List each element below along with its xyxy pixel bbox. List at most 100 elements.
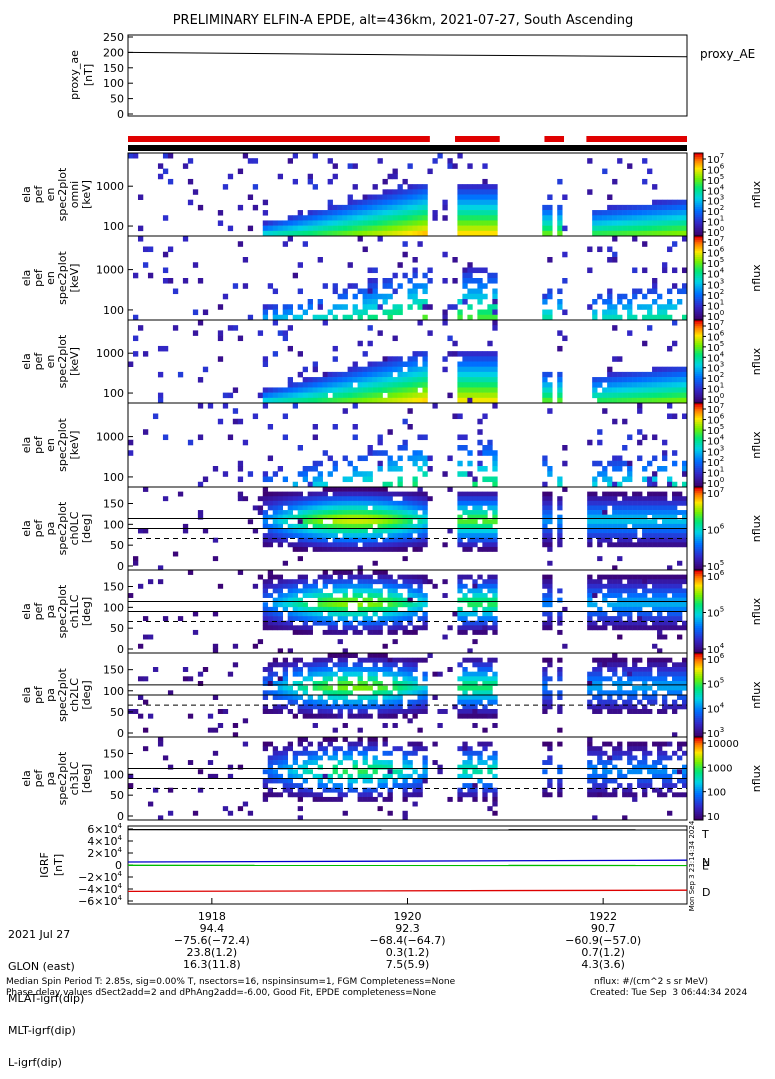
spectrogram-cell	[612, 257, 617, 263]
spectrogram-cell	[333, 424, 338, 430]
spectrogram-cell	[238, 419, 243, 425]
spectrogram-cell	[457, 612, 462, 617]
spectrogram-cell	[602, 533, 607, 538]
spectrogram-cell	[642, 466, 647, 472]
spectrogram-cell	[388, 811, 393, 816]
spectrogram-cell	[617, 533, 622, 538]
spectrogram-cell	[417, 709, 422, 714]
spectrogram-cell	[587, 625, 592, 630]
spectrogram-cell	[602, 584, 607, 589]
spectrogram-cell	[213, 644, 218, 649]
spectrogram-cell	[452, 257, 457, 263]
spectrogram-cell	[278, 533, 283, 538]
spectrogram-cell	[393, 769, 398, 774]
spectrogram-cell	[662, 205, 667, 210]
spectrogram-cell	[482, 579, 487, 584]
spectrogram-cell	[338, 797, 343, 802]
spectrogram-cell	[333, 755, 338, 760]
spectrogram-cell	[637, 387, 642, 392]
spectrogram-cell	[323, 215, 328, 220]
spectrogram-cell	[592, 612, 597, 617]
spectrogram-cell	[647, 612, 652, 617]
spectrogram-cell	[193, 262, 198, 268]
spectrogram-cell	[378, 461, 383, 467]
spectrogram-cell	[607, 519, 612, 524]
spectrogram-cell	[378, 658, 383, 663]
spectrogram-cell	[408, 200, 413, 205]
spectrogram-cell	[403, 783, 408, 788]
spectrogram-cell	[647, 588, 652, 593]
spectrogram-cell	[288, 588, 293, 593]
spectrogram-cell	[487, 220, 492, 225]
spectrogram-cell	[363, 533, 368, 538]
spectrogram-cell	[408, 362, 413, 367]
spectrogram-cell	[602, 662, 607, 667]
spectrogram-cell	[208, 760, 213, 765]
spectrogram-cell	[542, 593, 547, 598]
spectrogram-cell	[353, 200, 358, 205]
spectrogram-cell	[383, 382, 388, 387]
spectrogram-cell	[378, 304, 383, 310]
spectrogram-cell	[293, 398, 298, 403]
spectrogram-cell	[313, 461, 318, 467]
spectrogram-cell	[657, 387, 662, 392]
spectrogram-cell	[672, 505, 677, 510]
spectrogram-cell	[457, 686, 462, 691]
spectrogram-cell	[163, 153, 168, 158]
spectrogram-cell	[602, 751, 607, 756]
spectrogram-cell	[662, 755, 667, 760]
spectrogram-cell	[462, 584, 467, 589]
spectrogram-cell	[677, 579, 682, 584]
spectrogram-cell	[398, 602, 403, 607]
spectrogram-cell	[657, 658, 662, 663]
spectrogram-cell	[587, 792, 592, 797]
spectrogram-cell	[383, 667, 388, 672]
spectrogram-cell	[657, 709, 662, 714]
spectrogram-cell	[328, 612, 333, 617]
spectrogram-cell	[592, 299, 597, 305]
spectrogram-cell	[662, 377, 667, 382]
spectrogram-cell	[333, 163, 338, 168]
spectrogram-cell	[597, 662, 602, 667]
spectrogram-cell	[288, 310, 293, 316]
spectrogram-cell	[163, 278, 168, 284]
spectrogram-cell	[303, 579, 308, 584]
spectrogram-cell	[308, 231, 313, 236]
spectrogram-cell	[632, 709, 637, 714]
spectrogram-cell	[672, 450, 677, 456]
spectrogram-cell	[323, 662, 328, 667]
spectrogram-cell	[343, 501, 348, 506]
spectrogram-cell	[677, 602, 682, 607]
spectrogram-cell	[393, 492, 398, 497]
spectrogram-cell	[657, 315, 662, 321]
spectrogram-cell	[652, 625, 657, 630]
spectrogram-cell	[612, 510, 617, 515]
spectrogram-cell	[657, 367, 662, 372]
spectrogram-cell	[477, 760, 482, 765]
spectrogram-cell	[408, 424, 413, 430]
spectrogram-cell	[467, 184, 472, 189]
spectrogram-cell	[268, 533, 273, 538]
spectrogram-cell	[383, 584, 388, 589]
spectrogram-cell	[412, 299, 417, 305]
spectrogram-cell	[462, 709, 467, 714]
spectrogram-cell	[193, 310, 198, 316]
spectrogram-cell	[358, 797, 363, 802]
spectrogram-cell	[652, 584, 657, 589]
spectrogram-cell	[542, 310, 547, 316]
spectrogram-cell	[298, 547, 303, 552]
spectrogram-cell	[363, 200, 368, 205]
spectrogram-cell	[263, 579, 268, 584]
spectrogram-cell	[632, 387, 637, 392]
spectrogram-cell	[617, 482, 622, 488]
spectrogram-cell	[323, 496, 328, 501]
pa-ch1-tick-label: 100	[103, 601, 124, 614]
spectrogram-cell	[617, 686, 622, 691]
spectrogram-cell	[363, 625, 368, 630]
spectrogram-cell	[612, 382, 617, 387]
spectrogram-cell	[168, 811, 173, 816]
spectrogram-cell	[183, 278, 188, 284]
spectrogram-cell	[403, 382, 408, 387]
pa-ch1-colorbar-tick-label: 105	[707, 606, 724, 620]
spectrogram-cell	[492, 802, 497, 807]
